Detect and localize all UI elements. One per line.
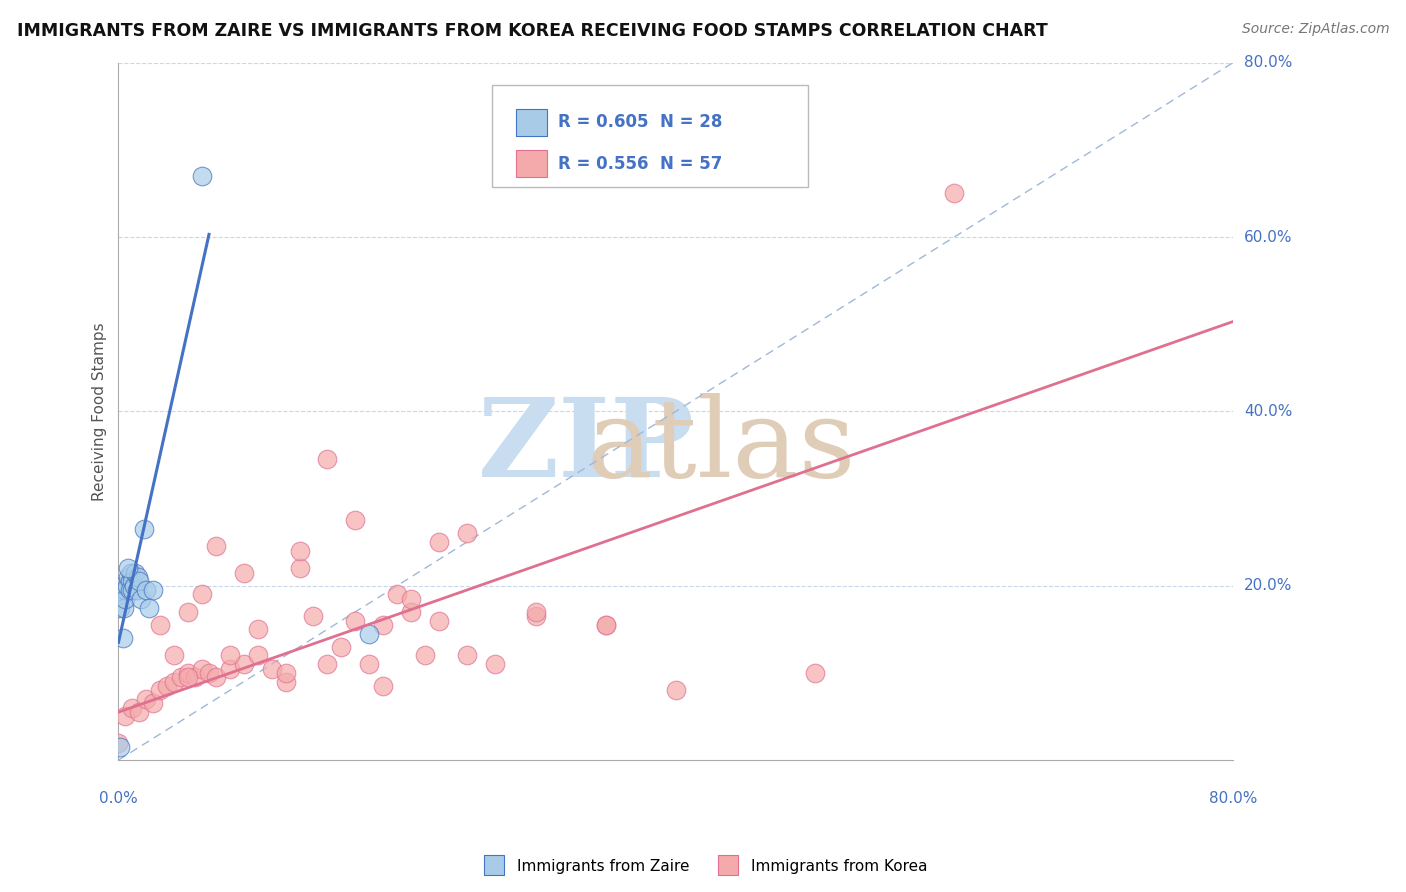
Point — [177, 605, 200, 619]
Point — [274, 665, 297, 680]
Point — [526, 605, 548, 619]
Point — [138, 600, 160, 615]
Text: 20.0%: 20.0% — [1244, 578, 1292, 593]
Point — [246, 623, 269, 637]
Point — [219, 661, 242, 675]
Point — [595, 618, 617, 632]
Point — [115, 579, 138, 593]
Point — [665, 683, 688, 698]
Text: IMMIGRANTS FROM ZAIRE VS IMMIGRANTS FROM KOREA RECEIVING FOOD STAMPS CORRELATION: IMMIGRANTS FROM ZAIRE VS IMMIGRANTS FROM… — [17, 22, 1047, 40]
Point — [135, 692, 157, 706]
Point — [373, 618, 395, 632]
Point — [316, 452, 339, 467]
Point — [359, 626, 381, 640]
Text: R = 0.605  N = 28: R = 0.605 N = 28 — [558, 113, 723, 131]
Text: 40.0%: 40.0% — [1244, 404, 1292, 419]
Text: 80.0%: 80.0% — [1209, 790, 1257, 805]
Point — [330, 640, 353, 654]
Point — [111, 631, 134, 645]
Point — [427, 535, 450, 549]
Text: 0.0%: 0.0% — [98, 790, 138, 805]
Point — [156, 679, 179, 693]
Point — [129, 591, 152, 606]
Point — [112, 600, 135, 615]
Point — [595, 618, 617, 632]
Point — [170, 670, 193, 684]
Point — [177, 670, 200, 684]
Point — [427, 614, 450, 628]
Point — [108, 600, 131, 615]
Point — [125, 583, 148, 598]
Point — [149, 683, 172, 698]
Point — [526, 609, 548, 624]
Point — [121, 583, 143, 598]
Point — [114, 583, 136, 598]
Point — [198, 665, 221, 680]
Point — [274, 674, 297, 689]
Point — [373, 679, 395, 693]
Point — [191, 587, 214, 601]
Point — [385, 587, 408, 601]
Point — [114, 591, 136, 606]
Point — [260, 661, 283, 675]
Point — [132, 522, 155, 536]
Text: R = 0.556  N = 57: R = 0.556 N = 57 — [558, 154, 723, 172]
Point — [127, 570, 149, 584]
Point — [114, 709, 136, 723]
Point — [399, 605, 422, 619]
Point — [135, 583, 157, 598]
Point — [118, 574, 141, 589]
Text: 60.0%: 60.0% — [1244, 229, 1292, 244]
Point — [232, 566, 254, 580]
Text: ZIP: ZIP — [478, 392, 695, 500]
Point — [191, 661, 214, 675]
Point — [413, 648, 436, 663]
Point — [163, 674, 186, 689]
Legend: Immigrants from Zaire, Immigrants from Korea: Immigrants from Zaire, Immigrants from K… — [472, 853, 934, 880]
Point — [117, 570, 139, 584]
Point — [804, 665, 827, 680]
Point — [288, 561, 311, 575]
Point — [288, 544, 311, 558]
Point — [943, 186, 966, 201]
Point — [219, 648, 242, 663]
Point — [128, 705, 150, 719]
Point — [124, 566, 146, 580]
Text: Source: ZipAtlas.com: Source: ZipAtlas.com — [1241, 22, 1389, 37]
Point — [142, 583, 165, 598]
Point — [110, 587, 132, 601]
Point — [121, 574, 143, 589]
Point — [344, 614, 367, 628]
Point — [108, 739, 131, 754]
Point — [316, 657, 339, 672]
Point — [246, 648, 269, 663]
Point — [128, 574, 150, 589]
Text: 80.0%: 80.0% — [1244, 55, 1292, 70]
Point — [302, 609, 325, 624]
Point — [107, 736, 129, 750]
Point — [122, 579, 145, 593]
Point — [205, 670, 228, 684]
Point — [163, 648, 186, 663]
Point — [121, 700, 143, 714]
Point — [111, 579, 134, 593]
Point — [118, 583, 141, 598]
Point — [232, 657, 254, 672]
Point — [184, 670, 207, 684]
Point — [456, 526, 478, 541]
Point — [344, 513, 367, 527]
Text: atlas: atlas — [586, 392, 856, 500]
Point — [359, 657, 381, 672]
Point — [484, 657, 506, 672]
Point — [177, 665, 200, 680]
Point — [456, 648, 478, 663]
Point — [117, 561, 139, 575]
Point — [142, 697, 165, 711]
Y-axis label: Receiving Food Stamps: Receiving Food Stamps — [93, 322, 107, 500]
Point — [149, 618, 172, 632]
Point — [191, 169, 214, 183]
Point — [399, 591, 422, 606]
Point — [205, 540, 228, 554]
Point — [120, 566, 142, 580]
